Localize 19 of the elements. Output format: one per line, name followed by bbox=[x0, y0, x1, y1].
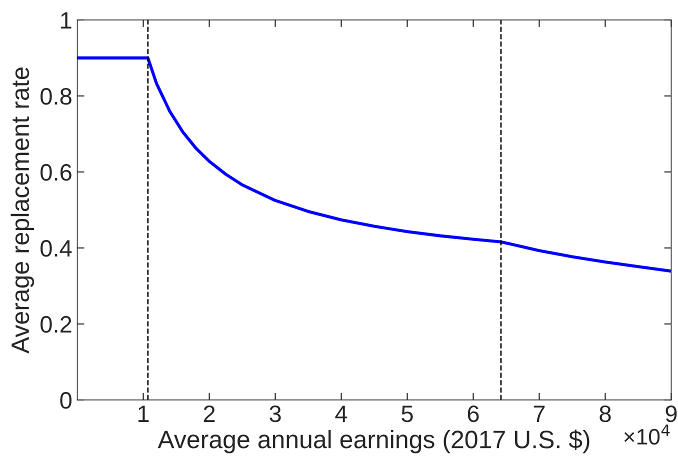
x-tick-label: 4 bbox=[335, 406, 348, 422]
y-tick-label: 0.4 bbox=[40, 240, 72, 257]
x-tick-label: 1 bbox=[138, 406, 149, 422]
y-tick-label: 0.8 bbox=[40, 88, 72, 105]
y-tick-label: 1 bbox=[61, 12, 72, 29]
x-tick-label: 9 bbox=[666, 405, 677, 422]
y-tick-label: 0 bbox=[60, 392, 72, 409]
x-axis-title: Average annual earnings (2017 U.S. $) bbox=[158, 430, 590, 454]
x-tick-label: 7 bbox=[534, 406, 545, 422]
x-tick-label: 5 bbox=[402, 406, 413, 422]
y-axis-title: Average replacement rate bbox=[10, 67, 34, 354]
x-tick-label: 2 bbox=[204, 405, 215, 422]
text: ×10$^{4}$ bbox=[624, 424, 670, 445]
x-tick-label: 6 bbox=[468, 405, 479, 422]
x-tick-label: 8 bbox=[600, 405, 611, 422]
y-tick-label: 0.6 bbox=[40, 164, 72, 181]
x-tick-label: 3 bbox=[270, 405, 281, 422]
line-series bbox=[77, 56, 672, 273]
y-tick-label: 0.2 bbox=[40, 316, 72, 333]
